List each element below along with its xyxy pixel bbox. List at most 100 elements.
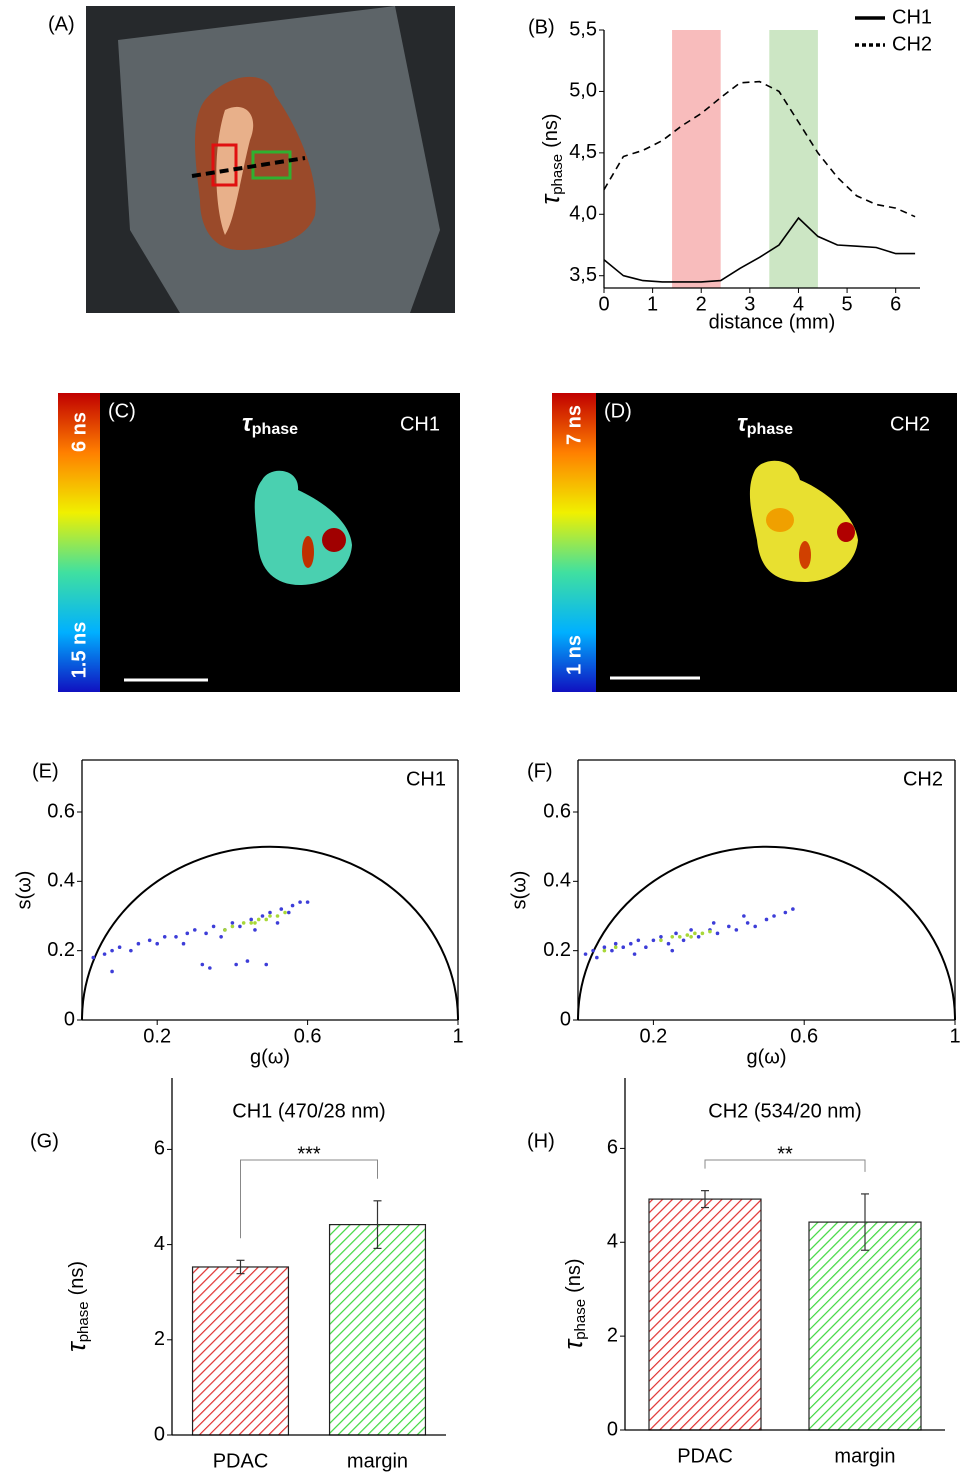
x-axis-label: g(ω): [250, 1046, 290, 1068]
tau: τ: [737, 410, 748, 437]
profile-line: [191, 156, 306, 178]
y-tick-label: 0: [607, 1418, 618, 1440]
phasor-point: [791, 907, 795, 911]
x-tick-label: margin: [834, 1445, 895, 1467]
phasor-point: [219, 935, 223, 939]
phasor-point: [249, 921, 253, 925]
y-axis-label: τphase (ns): [61, 1261, 92, 1352]
phasor-point: [162, 935, 167, 939]
phasor-point: [659, 938, 663, 943]
phasor-point: [147, 938, 152, 943]
phasor-point: [613, 945, 618, 949]
phasor-point: [742, 914, 746, 918]
panel-label: (D): [604, 400, 632, 422]
x-tick-label: 1: [647, 293, 658, 315]
phasor-point: [772, 914, 776, 918]
lifetime-image: 6 ns 1.5 ns (C) τphase CH1: [58, 393, 460, 692]
photo-panel: (A): [48, 6, 455, 313]
tissue-map: [749, 460, 858, 582]
x-tick-label: 4: [793, 293, 804, 315]
y-tick-label: 4: [607, 1231, 618, 1253]
phasor-point: [223, 928, 227, 932]
y-axis-label: τphase (ns): [558, 1258, 589, 1349]
y-tick-label: 3,5: [569, 264, 597, 286]
colorbar: [552, 393, 596, 692]
y-tick-label: 6: [607, 1137, 618, 1159]
warm-spot: [766, 508, 794, 532]
y-tick-label: 0.2: [47, 939, 75, 961]
phasor-point: [753, 924, 757, 929]
phasor-point: [268, 910, 272, 915]
phasor-point: [193, 928, 197, 932]
colorbar-max: 6 ns: [68, 412, 90, 452]
tau: τ: [242, 410, 253, 437]
y-tick-label: 4,5: [569, 141, 597, 163]
phasor-point: [256, 917, 261, 922]
series-line: [603, 216, 916, 283]
chart-title: CH1 (470/28 nm): [232, 1100, 385, 1122]
phasor-point: [711, 921, 716, 925]
phasor-point: [155, 941, 159, 946]
roi-red: [211, 143, 238, 187]
phasor-point: [689, 928, 693, 932]
x-tick-label: 6: [890, 293, 901, 315]
y-tick-label: 0: [560, 1008, 571, 1030]
y-tick-label: 4: [154, 1233, 165, 1255]
phasor-point: [674, 931, 678, 936]
legend-label: CH1: [892, 6, 932, 28]
subscript: phase: [75, 1301, 92, 1342]
phasor-point: [610, 948, 614, 953]
phasor-point: [715, 931, 720, 936]
phasor-point: [745, 921, 750, 925]
phasor-point: [234, 962, 238, 967]
significance-bracket: [704, 1159, 866, 1172]
phasor-point: [666, 941, 671, 946]
highlight-band: [672, 30, 721, 288]
phasor-point: [185, 931, 190, 936]
phasor-point: [275, 921, 280, 925]
phasor-point: [279, 907, 284, 911]
x-tick-label: margin: [347, 1450, 408, 1472]
channel-label: CH2: [903, 768, 943, 790]
phasor-point: [632, 952, 637, 956]
phasor-point: [602, 945, 607, 949]
phasor-point: [208, 966, 212, 970]
phasor-point: [783, 910, 788, 915]
significance-label: **: [777, 1143, 793, 1165]
phasor-point: [200, 962, 205, 967]
image-title: τphase: [242, 410, 298, 438]
phasor-point: [602, 948, 607, 953]
phasor-point: [181, 941, 186, 946]
phasor-point: [651, 938, 656, 943]
panel-label: (B): [528, 16, 555, 38]
bar: [328, 1224, 427, 1436]
phasor-point: [268, 914, 272, 918]
panel-label: (G): [30, 1130, 59, 1152]
chart-title: CH2 (534/20 nm): [708, 1100, 861, 1122]
y-tick-label: 4,0: [569, 203, 597, 225]
phasor-point: [211, 924, 216, 929]
image-title: τphase: [737, 410, 793, 438]
x-axis-label: g(ω): [746, 1046, 786, 1068]
panel-label: (C): [108, 400, 136, 422]
y-tick-label: 0.4: [47, 870, 75, 892]
phasor-point: [727, 924, 731, 929]
x-axis-label: distance (mm): [709, 311, 836, 333]
phasor-point: [253, 921, 257, 925]
phasor-point: [275, 914, 280, 918]
phasor-point: [241, 921, 246, 925]
phasor-point: [264, 917, 269, 922]
significance-label: ***: [297, 1143, 321, 1165]
phasor-point: [670, 948, 675, 953]
legend-label: CH2: [892, 33, 932, 55]
phasor-point: [670, 935, 675, 939]
phasor-point: [689, 935, 693, 939]
tau: τ: [558, 1338, 588, 1350]
phasor-point: [583, 952, 588, 956]
hot-spot: [302, 536, 314, 568]
y-tick-label: 2: [154, 1328, 165, 1350]
phasor-point: [693, 931, 697, 936]
y-tick-label: 6: [154, 1138, 165, 1160]
bar: [648, 1198, 762, 1431]
